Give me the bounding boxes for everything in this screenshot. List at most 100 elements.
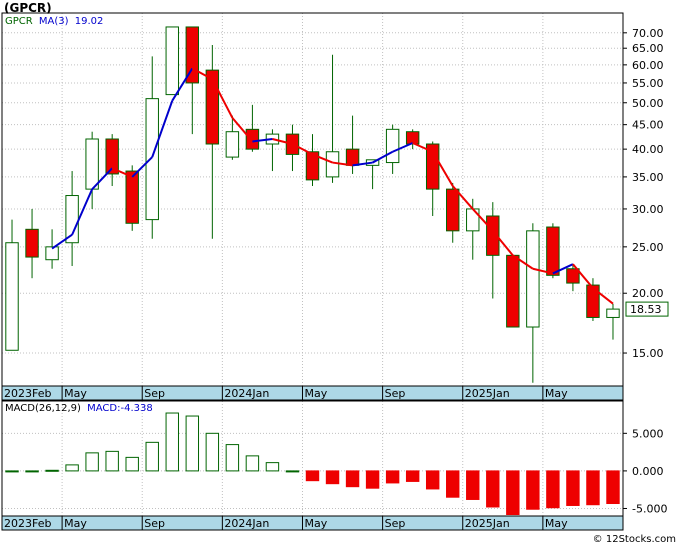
candle-down [245, 128, 260, 150]
ma-segment [171, 67, 194, 102]
macd-bar-positive [205, 432, 220, 472]
ma-segment [352, 161, 373, 167]
ma-segment [472, 208, 494, 232]
date-tick-label: May [304, 517, 327, 530]
macd-bar-positive [285, 470, 300, 473]
date-tick-label: Sep [144, 387, 165, 400]
ma-segment [231, 117, 254, 143]
date-tick-label: May [545, 517, 568, 530]
macd-bar-positive [85, 452, 99, 472]
candle-up [45, 246, 59, 261]
macd-bar-positive [25, 470, 39, 473]
macd-bar-positive [225, 444, 240, 472]
candle-up [145, 98, 159, 221]
macd-bar-positive [165, 412, 179, 472]
candle-down [566, 268, 580, 284]
macd-bar-negative [405, 470, 420, 482]
candle-down [305, 151, 320, 181]
macd-bar-negative [325, 470, 340, 485]
ma-segment [492, 230, 514, 256]
date-tick-label: 2024Jan [224, 517, 269, 530]
date-tick-label: 2023Feb [4, 517, 51, 530]
macd-bar-negative [466, 470, 480, 500]
macd-bar-negative [586, 470, 600, 506]
macd-legend: MACD(26,12,9) MACD:-4.338 [5, 403, 153, 414]
ma-segment [451, 185, 474, 210]
ma-segment [532, 267, 554, 275]
price-plot-area [2, 13, 623, 386]
macd-bar-negative [425, 470, 440, 490]
candle-down [546, 226, 560, 276]
copyright-text: © 12Stocks.com [592, 534, 676, 545]
candle-down [405, 131, 420, 145]
macd-bar-negative [305, 470, 320, 482]
candle-up [606, 308, 620, 318]
candle-down [486, 215, 500, 256]
date-tick-label: 2023Feb [4, 387, 51, 400]
macd-bar-positive [125, 456, 139, 472]
price-tick-label: 15.00 [632, 347, 664, 360]
candle-down [205, 69, 220, 145]
candle-up [526, 230, 540, 328]
price-tick-label: 20.00 [632, 287, 664, 300]
date-tick-label: Sep [385, 517, 406, 530]
candle-up [5, 242, 19, 351]
macd-bar-positive [65, 464, 79, 472]
macd-bar-positive [245, 455, 260, 472]
macd-bar-positive [185, 415, 200, 472]
candle-up [225, 131, 240, 158]
ma-segment [191, 67, 213, 81]
macd-bar-negative [345, 470, 360, 488]
ma-segment [412, 142, 434, 153]
legend-ma-label: MA(3) [38, 16, 69, 27]
candle-down [125, 170, 139, 224]
price-tick-label: 25.00 [632, 241, 664, 254]
date-tick-label: May [64, 387, 87, 400]
price-tick-label: 60.00 [632, 59, 664, 72]
ma-segment [392, 142, 414, 153]
macd-legend-value: MACD:-4.338 [87, 403, 153, 414]
ma-segment [211, 78, 234, 119]
macd-bar-negative [446, 470, 460, 498]
date-tick-label: 2024Jan [224, 387, 269, 400]
legend-ticker: GPCR [5, 16, 33, 27]
ma-segment [292, 143, 313, 156]
macd-bar-negative [566, 470, 580, 506]
price-tick-label: 55.00 [632, 77, 664, 90]
macd-bar-negative [546, 470, 560, 509]
candle-down [25, 228, 39, 258]
ma-segment [151, 100, 174, 158]
legend-ma-value: 19.02 [74, 16, 104, 27]
ma-segment [131, 156, 153, 178]
macd-bar-negative [385, 470, 400, 484]
price-tick-label: 65.00 [632, 42, 664, 55]
last-price-label: 18.53 [630, 303, 662, 316]
date-tick-label: Sep [385, 387, 406, 400]
ma-segment [431, 151, 454, 187]
date-tick-label: 2025Jan [465, 387, 510, 400]
ma-segment [372, 150, 394, 164]
macd-bar-positive [45, 469, 59, 472]
price-tick-label: 50.00 [632, 97, 664, 110]
candle-down [586, 284, 600, 318]
ma-segment [572, 263, 594, 289]
macd-bar-negative [606, 470, 620, 505]
ma-segment [91, 167, 113, 190]
ma-segment [592, 287, 614, 305]
macd-legend-label: MACD(26,12,9) [5, 403, 81, 414]
macd-bar-negative [486, 470, 500, 508]
date-tick-label: 2025Jan [465, 517, 510, 530]
macd-tick-label: 5.000 [632, 427, 664, 440]
ma-segment [71, 188, 94, 236]
ma-segment [272, 138, 293, 145]
macd-bar-positive [5, 470, 19, 473]
last-price-box [625, 301, 669, 317]
candle-up [165, 26, 179, 96]
date-tick-label: May [304, 387, 327, 400]
macd-bar-negative [506, 470, 520, 515]
macd-tick-label: 0.000 [632, 465, 664, 478]
candle-down [105, 138, 119, 175]
chart-title: (GPCR) [4, 1, 52, 15]
date-tick-label: May [545, 387, 568, 400]
